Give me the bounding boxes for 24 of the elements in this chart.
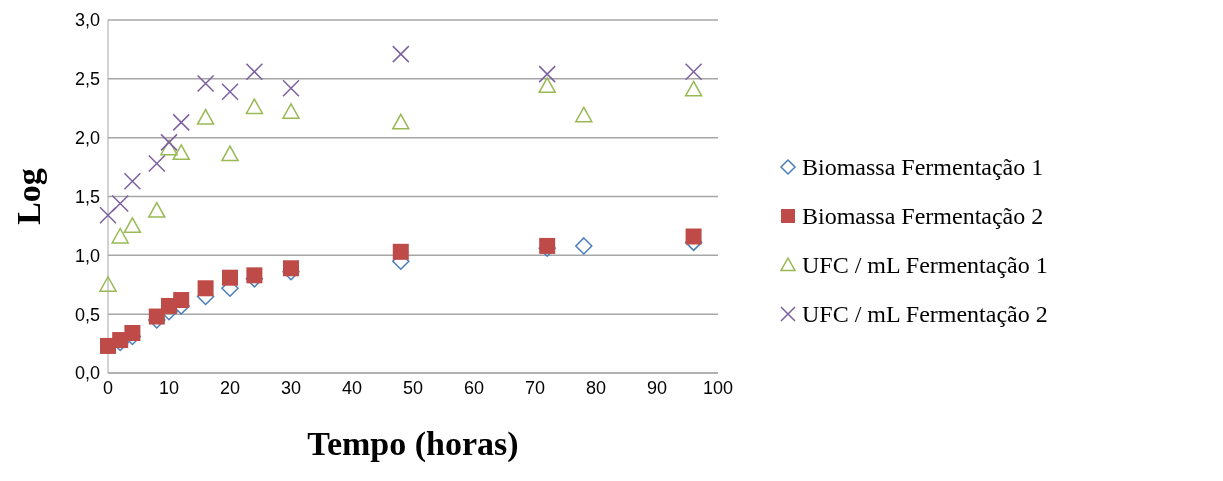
x-tick-label: 50 bbox=[402, 377, 424, 398]
y-tick-label: 0,5 bbox=[74, 304, 100, 325]
legend-label: UFC / mL Fermentação 1 bbox=[802, 251, 1048, 279]
x-tick-label: 40 bbox=[341, 377, 363, 398]
x-tick-label: 30 bbox=[280, 377, 302, 398]
x-tick-label: 20 bbox=[219, 377, 241, 398]
legend-label: Biomassa Fermentação 1 bbox=[802, 153, 1044, 181]
y-tick-label: 1,0 bbox=[74, 245, 100, 266]
x-tick-label: 70 bbox=[524, 377, 546, 398]
y-axis-title: Log bbox=[10, 168, 48, 225]
y-tick-label: 1,5 bbox=[74, 186, 100, 207]
y-tick-label: 3,0 bbox=[74, 10, 100, 31]
x-tick-label: 60 bbox=[463, 377, 485, 398]
x-tick-label: 90 bbox=[646, 377, 668, 398]
x-tick-label: 80 bbox=[585, 377, 607, 398]
y-tick-label: 2,0 bbox=[74, 128, 100, 149]
x-tick-label: 10 bbox=[158, 377, 180, 398]
x-tick-label: 100 bbox=[702, 377, 734, 398]
x-axis-title: Tempo (horas) bbox=[307, 425, 519, 463]
x-tick-label: 0 bbox=[102, 377, 114, 398]
y-tick-label: 0,0 bbox=[74, 363, 100, 384]
y-tick-label: 2,5 bbox=[74, 69, 100, 90]
legend-label: UFC / mL Fermentação 2 bbox=[802, 300, 1048, 328]
legend-label: Biomassa Fermentação 2 bbox=[802, 202, 1044, 230]
